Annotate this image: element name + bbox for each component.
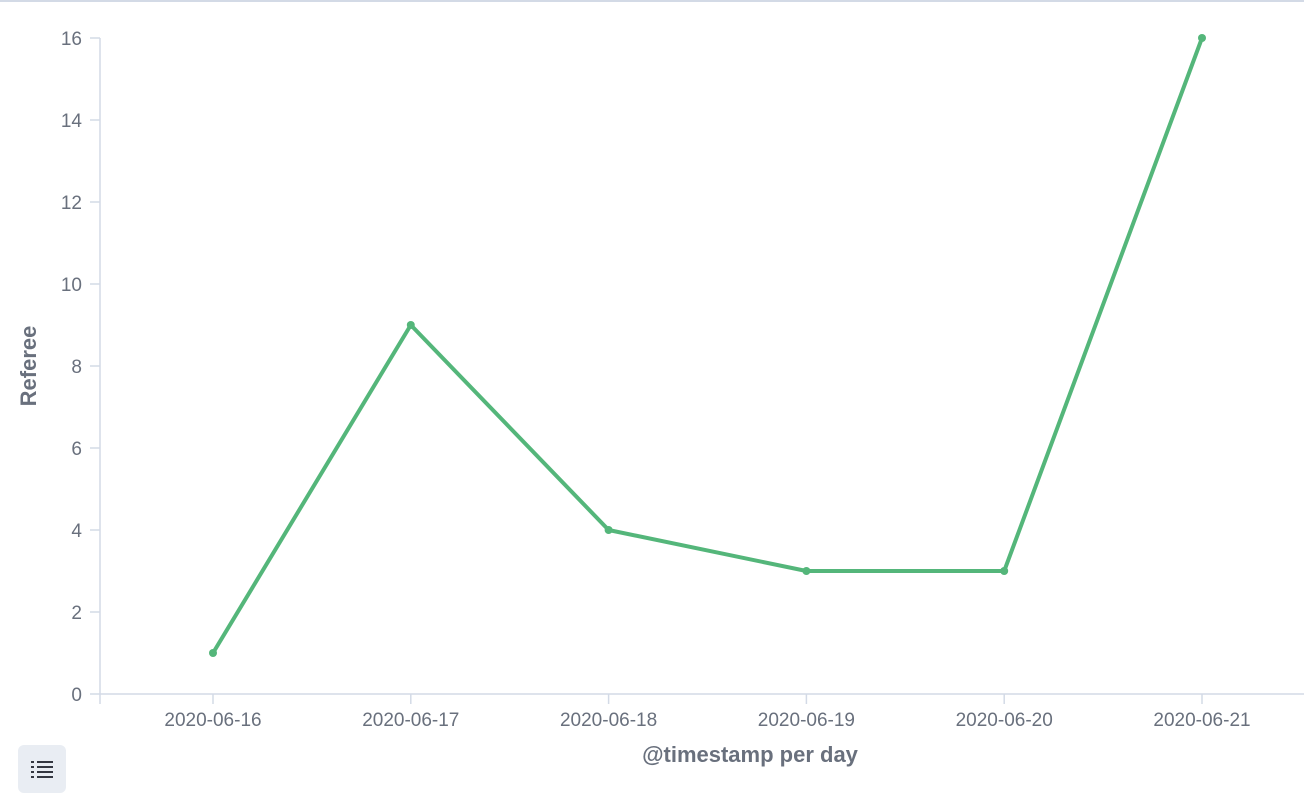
x-tick-label: 2020-06-19 xyxy=(758,710,855,731)
x-tick-label: 2020-06-21 xyxy=(1153,710,1250,731)
x-axis-title: @timestamp per day xyxy=(642,742,859,767)
x-tick-label: 2020-06-20 xyxy=(956,710,1053,731)
y-tick-label: 16 xyxy=(61,29,82,50)
list-icon xyxy=(31,761,53,778)
legend-toggle-button[interactable] xyxy=(18,745,66,793)
x-tick-label: 2020-06-16 xyxy=(164,710,261,731)
y-tick-label: 10 xyxy=(61,275,82,296)
series-line xyxy=(211,36,1204,655)
y-axis-ticks: 0 2 4 6 8 10 12 14 16 xyxy=(61,29,100,706)
data-point[interactable] xyxy=(406,321,415,329)
axes xyxy=(99,38,1304,704)
y-tick-label: 12 xyxy=(61,193,82,214)
data-point[interactable] xyxy=(209,649,217,657)
top-border xyxy=(0,0,1304,2)
x-axis-ticks: 2020-06-16 2020-06-17 2020-06-18 2020-06-19… xyxy=(164,694,1251,731)
data-point[interactable] xyxy=(802,567,811,575)
data-point[interactable] xyxy=(604,526,613,534)
data-point[interactable] xyxy=(1000,567,1009,575)
y-tick-label: 0 xyxy=(71,685,82,706)
y-tick-label: 8 xyxy=(71,357,82,378)
y-axis-title: Referee xyxy=(16,326,41,407)
y-tick-label: 14 xyxy=(61,111,83,132)
y-tick-label: 4 xyxy=(71,521,82,542)
series-layer xyxy=(209,34,1206,657)
x-tick-label: 2020-06-17 xyxy=(362,710,459,731)
x-tick-label: 2020-06-18 xyxy=(560,710,657,731)
y-tick-label: 6 xyxy=(71,439,82,460)
data-point[interactable] xyxy=(1198,34,1206,42)
y-tick-label: 2 xyxy=(71,603,82,624)
